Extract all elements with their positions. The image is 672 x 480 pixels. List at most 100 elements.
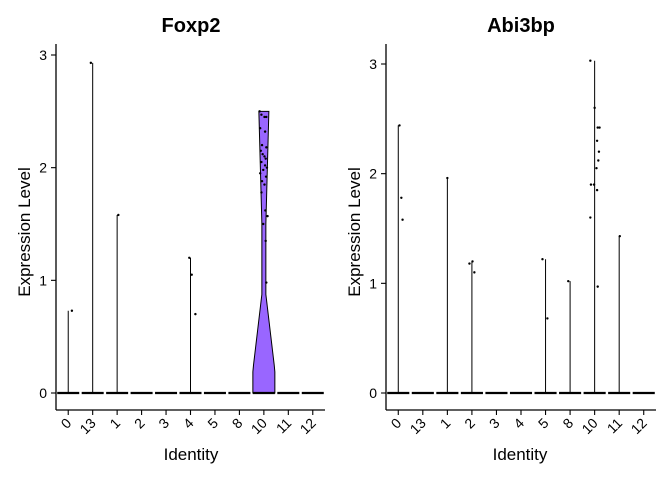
- data-point: [541, 258, 544, 261]
- violin-shape: [252, 110, 276, 394]
- data-point: [597, 159, 600, 162]
- data-point: [259, 149, 263, 152]
- x-axis-label: Identity: [493, 445, 548, 464]
- data-point: [596, 285, 599, 288]
- data-point: [567, 279, 570, 283]
- x-tick-label: 8: [229, 415, 246, 432]
- violin-group-1: [106, 213, 129, 395]
- data-point: [263, 183, 266, 186]
- data-point: [446, 176, 449, 180]
- data-point: [194, 312, 197, 316]
- data-point: [265, 115, 268, 119]
- data-point: [264, 175, 268, 178]
- data-point: [468, 262, 471, 265]
- x-tick-label: 1: [437, 415, 454, 432]
- violin-group-2: [460, 260, 483, 395]
- y-axis-label: Expression Level: [345, 167, 364, 296]
- y-tick-label: 1: [369, 275, 377, 291]
- data-point: [261, 152, 264, 156]
- violin-group-4: [179, 256, 202, 395]
- data-point: [401, 218, 404, 221]
- data-point: [471, 260, 474, 263]
- data-point: [589, 183, 593, 186]
- data-point: [598, 126, 601, 129]
- chart-title: Foxp2: [162, 15, 221, 37]
- data-point: [265, 166, 269, 169]
- x-tick-label: 11: [273, 415, 295, 437]
- data-point: [266, 214, 269, 218]
- x-tick-label: 3: [155, 415, 172, 432]
- data-point: [589, 59, 592, 62]
- data-point: [190, 273, 193, 276]
- data-point: [263, 115, 266, 119]
- data-point: [596, 126, 599, 129]
- y-axis-label: Expression Level: [15, 167, 34, 296]
- x-tick-label: 0: [388, 415, 405, 432]
- x-tick-label: 5: [204, 415, 221, 432]
- violin-group-10: [583, 59, 606, 395]
- data-point: [70, 309, 74, 312]
- data-point: [263, 155, 266, 158]
- data-point: [188, 256, 191, 259]
- data-point: [258, 127, 262, 130]
- x-tick-label: 11: [604, 415, 626, 437]
- x-tick-label: 2: [461, 415, 478, 432]
- data-point: [597, 150, 601, 153]
- y-tick-label: 3: [39, 47, 47, 63]
- data-point: [400, 196, 403, 199]
- violin-group-5: [534, 258, 557, 395]
- data-point: [258, 172, 262, 175]
- x-tick-label: 1: [106, 415, 123, 432]
- data-point: [473, 271, 476, 274]
- data-point: [265, 146, 268, 149]
- x-tick-label: 4: [180, 415, 197, 432]
- data-point: [260, 179, 264, 183]
- violin-group-11: [608, 234, 631, 395]
- y-tick-label: 2: [39, 160, 47, 176]
- data-point: [260, 191, 263, 194]
- data-point: [260, 113, 263, 116]
- y-tick-label: 1: [39, 272, 47, 288]
- data-point: [398, 124, 401, 127]
- x-tick-label: 4: [510, 415, 527, 432]
- x-tick-label: 12: [628, 415, 650, 437]
- data-point: [589, 216, 592, 219]
- y-tick-label: 0: [369, 385, 377, 401]
- violin-group-0: [387, 124, 410, 395]
- violin-group-10: [252, 110, 276, 395]
- data-point: [262, 168, 265, 172]
- data-point: [592, 183, 596, 186]
- violin-group-8: [559, 279, 582, 395]
- x-tick-label: 8: [559, 415, 576, 432]
- y-tick-label: 3: [369, 56, 377, 72]
- x-tick-label: 2: [131, 415, 148, 432]
- y-tick-label: 2: [369, 166, 377, 182]
- data-point: [264, 157, 267, 160]
- data-point: [265, 281, 268, 284]
- data-point: [260, 160, 263, 164]
- x-axis-label: Identity: [164, 445, 219, 464]
- x-tick-label: 13: [407, 415, 429, 437]
- data-point: [263, 164, 267, 167]
- x-tick-label: 10: [248, 415, 270, 437]
- x-tick-label: 12: [297, 415, 319, 437]
- x-tick-label: 3: [486, 415, 503, 432]
- data-point: [593, 106, 596, 110]
- violin-group-1: [436, 176, 459, 395]
- violin-group-0: [57, 309, 80, 395]
- chart-title: Abi3bp: [487, 15, 555, 37]
- data-point: [262, 222, 265, 226]
- data-point: [264, 209, 267, 212]
- data-point: [595, 188, 599, 192]
- data-point: [595, 139, 599, 142]
- data-point: [260, 143, 264, 147]
- x-tick-label: 0: [58, 415, 75, 432]
- y-tick-label: 0: [39, 385, 47, 401]
- x-tick-label: 13: [76, 415, 98, 437]
- data-point: [117, 213, 120, 217]
- x-tick-label: 10: [578, 415, 600, 437]
- data-point: [89, 61, 93, 65]
